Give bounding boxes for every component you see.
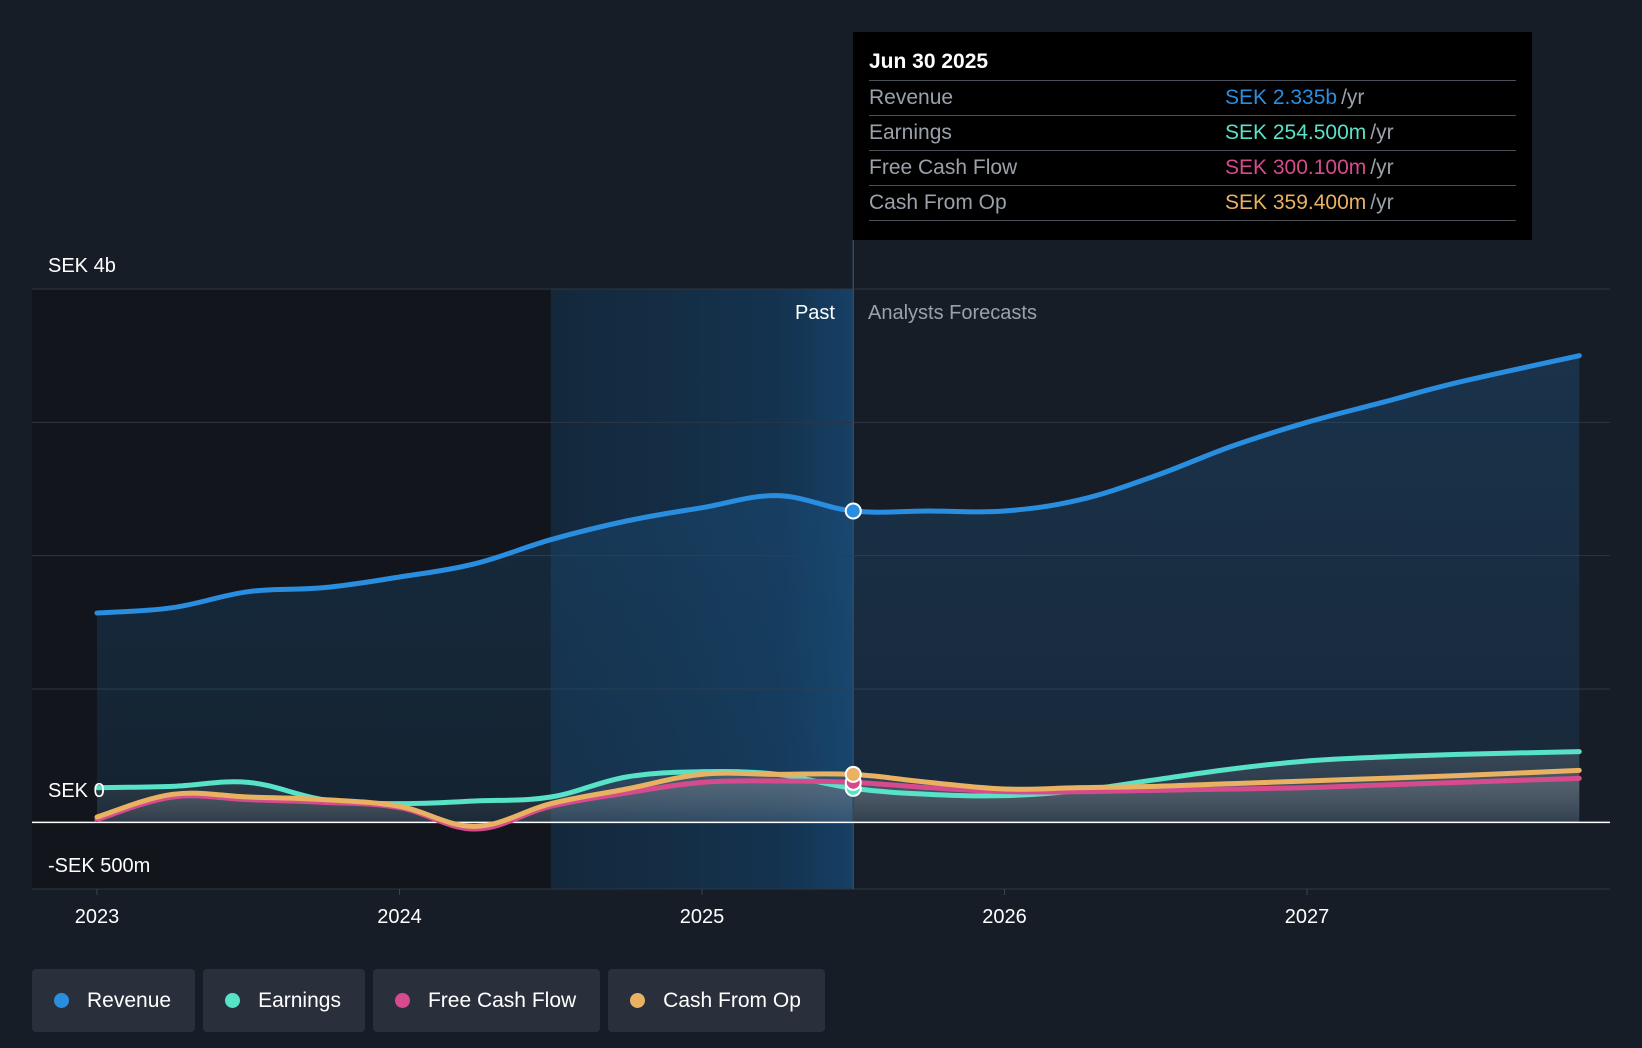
line-revenue [94, 353, 1582, 616]
legend-dot-icon [394, 993, 410, 1008]
area-revenue [97, 355, 1580, 823]
x-tick-label: 2027 [1285, 906, 1330, 928]
x-tick-label: 2023 [75, 906, 120, 928]
y-tick-label-top: SEK 4b [48, 255, 116, 277]
tooltip-row-value: SEK 254.500m [1225, 121, 1367, 144]
x-tick-label: 2025 [680, 906, 725, 928]
legend-dot-icon [630, 993, 646, 1008]
marker-revenue [844, 502, 862, 520]
hover-markers [844, 502, 862, 797]
tooltip-row-value: SEK 300.100m [1225, 156, 1367, 179]
legend-dot-icon [225, 993, 241, 1008]
tooltip-row-revenue: Revenue SEK 2.335b/yr [869, 81, 1516, 116]
tooltip-date: Jun 30 2025 [869, 46, 1516, 81]
legend-dot-icon [54, 993, 69, 1008]
x-tick-label: 2024 [377, 906, 422, 928]
past-label: Past [795, 302, 835, 324]
line-cfo [94, 767, 1582, 829]
tooltip-row-label: Earnings [869, 121, 952, 144]
legend-label: Free Cash Flow [427, 988, 577, 1012]
legend-label: Cash From Op [663, 988, 801, 1012]
legend-label: Earnings [258, 988, 341, 1012]
x-axis-ticks: 2023 2024 2025 2026 2027 [75, 889, 1330, 928]
x-tick-label: 2026 [982, 906, 1027, 928]
legend-item-cash-from-op[interactable]: Cash From Op [608, 969, 825, 1032]
chart: SEK 4b SEK 0 -SEK 500m Past Analysts For… [32, 240, 1610, 928]
marker-cfo [844, 765, 862, 783]
tooltip-row-value: SEK 359.400m [1225, 191, 1367, 214]
legend-item-earnings[interactable]: Earnings [203, 969, 365, 1032]
tooltip-row-unit: /yr [1370, 121, 1394, 144]
tooltip-row-value: SEK 2.335b [1225, 86, 1338, 109]
y-tick-label-zero: SEK 0 [48, 780, 105, 802]
tooltip-row-unit: /yr [1370, 156, 1394, 179]
forecast-label: Analysts Forecasts [868, 302, 1037, 324]
data-tooltip: Jun 30 2025 Revenue SEK 2.335b/yr Earnin… [853, 32, 1532, 240]
tooltip-row-cash-from-op: Cash From Op SEK 359.400m/yr [869, 186, 1516, 221]
tooltip-row-label: Free Cash Flow [869, 156, 1018, 179]
chart-legend: Revenue Earnings Free Cash Flow Cash Fro… [32, 969, 825, 1032]
tooltip-row-unit: /yr [1370, 191, 1394, 214]
legend-item-free-cash-flow[interactable]: Free Cash Flow [372, 969, 601, 1032]
tooltip-row-free-cash-flow: Free Cash Flow SEK 300.100m/yr [869, 151, 1516, 186]
tooltip-row-label: Revenue [869, 86, 954, 109]
legend-label: Revenue [87, 988, 172, 1012]
series-lines [94, 353, 1582, 832]
y-tick-label-bottom: -SEK 500m [48, 855, 150, 877]
tooltip-row-label: Cash From Op [869, 191, 1007, 214]
tooltip-row-earnings: Earnings SEK 254.500m/yr [869, 116, 1516, 151]
tooltip-row-unit: /yr [1341, 86, 1365, 109]
legend-item-revenue[interactable]: Revenue [32, 969, 196, 1032]
